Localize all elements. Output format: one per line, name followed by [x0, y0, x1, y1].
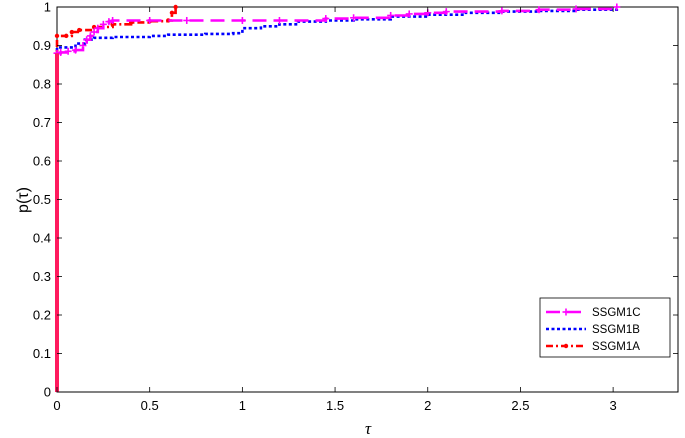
y-tick-label: 0.8: [33, 77, 51, 92]
y-tick-label: 0: [44, 385, 51, 400]
legend-items: SSGM1C SSGM1B SSGM1A: [546, 307, 641, 353]
series-marker: [563, 343, 569, 349]
series-layer: [53, 3, 621, 392]
y-tick-label: 0.1: [33, 346, 51, 361]
series-line: [55, 7, 619, 392]
y-tick-label: 0.7: [33, 115, 51, 130]
y-tick-label: 0.2: [33, 308, 51, 323]
series-marker: [169, 10, 175, 15]
ticks-layer: 0 0.5 1 1.5 2 2.5 3 0 0.1 0.2 0.3 0.4 0.5 0.6 0.7 0.8 0.…: [33, 0, 678, 413]
legend-label: SSGM1A: [592, 341, 640, 353]
series-marker: [64, 33, 69, 39]
series-ssgm1b: [55, 8, 619, 392]
x-tick-label: 1: [239, 398, 246, 413]
x-tick-label: 0: [53, 398, 60, 413]
y-axis-label: p(τ): [15, 187, 32, 213]
y-tick-label: 0.3: [33, 269, 51, 284]
series-marker: [173, 4, 178, 10]
y-tick-label: 0.5: [33, 192, 51, 207]
y-tick-label: 0.4: [33, 231, 51, 246]
x-tick-label: 2.5: [511, 398, 529, 413]
x-axis-label: τ: [365, 419, 372, 438]
legend-entry-ssgm1b: SSGM1B: [546, 324, 640, 336]
legend-entry-ssgm1a: SSGM1A: [546, 341, 640, 353]
x-tick-label: 0.5: [141, 398, 159, 413]
series-ssgm1c: [53, 3, 621, 392]
y-tick-label: 0.6: [33, 154, 51, 169]
legend-entry-ssgm1c: SSGM1C: [546, 307, 641, 319]
legend: SSGM1C SSGM1B SSGM1A: [539, 297, 671, 358]
series-marker: [110, 22, 115, 27]
series-marker: [54, 33, 60, 39]
x-tick-label: 3: [610, 398, 617, 413]
y-tick-label: 1: [44, 0, 51, 15]
y-tick-label: 0.9: [33, 38, 51, 53]
x-tick-label: 1.5: [326, 398, 344, 413]
legend-label: SSGM1C: [592, 307, 641, 319]
series-line: [55, 8, 619, 392]
plot-area: 0 0.5 1 1.5 2 2.5 3 0 0.1 0.2 0.3 0.4 0.5 0.6 0.7 0.8 0.…: [33, 0, 679, 413]
series-marker: [69, 29, 75, 35]
x-tick-label: 2: [424, 398, 431, 413]
series-marker: [77, 27, 82, 33]
legend-label: SSGM1B: [592, 324, 640, 336]
